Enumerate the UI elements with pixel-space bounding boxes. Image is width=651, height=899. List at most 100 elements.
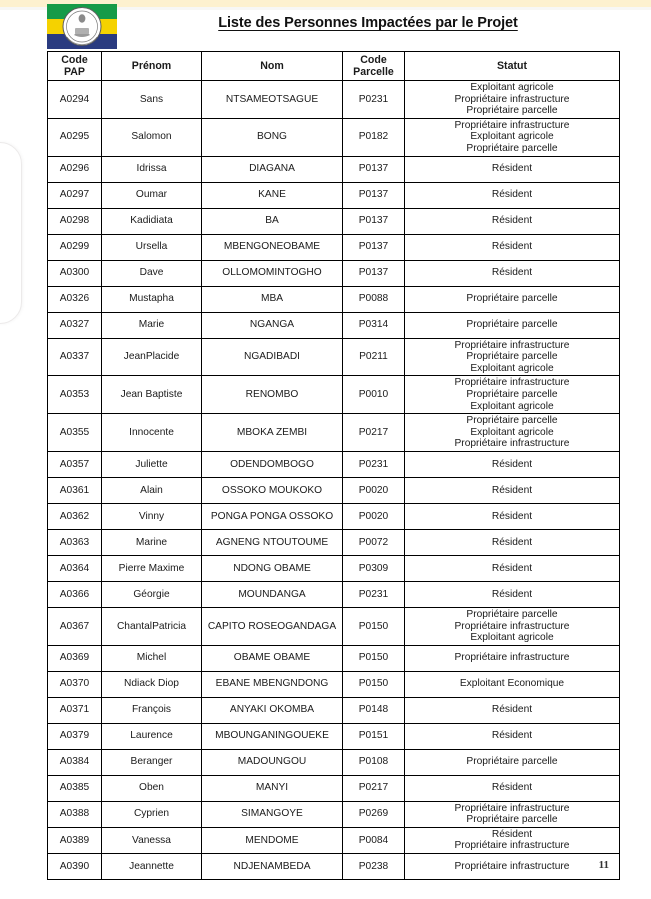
cell-statut: Résident Propriétaire infrastructure	[404, 826, 620, 855]
cell-code-parcelle: P0072	[342, 528, 405, 556]
cell-code-parcelle: P0084	[342, 826, 405, 855]
cell-code-pap: A0296	[47, 155, 102, 183]
statut-line: Exploitant agricole	[470, 426, 554, 438]
cell-code-pap: A0362	[47, 502, 102, 530]
cell-statut: Résident	[404, 207, 620, 235]
cell-nom: MBOKA ZEMBI	[201, 413, 343, 452]
cell-prenom: Alain	[101, 476, 202, 504]
cell-prenom: Géorgie	[101, 580, 202, 608]
cell-code-parcelle: P0182	[342, 117, 405, 157]
table-row: A0300 Dave OLLOMOMINTOGHO P0137 Résident	[47, 259, 620, 287]
cell-prenom: Oumar	[101, 181, 202, 209]
table-row: A0357 Juliette ODENDOMBOGO P0231 Résident	[47, 450, 620, 478]
cell-statut: Résident	[404, 774, 620, 802]
statut-line: Exploitant agricole	[470, 362, 554, 374]
cell-prenom: Vanessa	[101, 826, 202, 855]
cell-code-parcelle: P0314	[342, 311, 405, 339]
cell-nom: BA	[201, 207, 343, 235]
statut-line: Résident	[491, 241, 533, 253]
table-row: A0390 Jeannette NDJENAMBEDA P0238 Propriétai…	[47, 853, 620, 881]
cell-code-parcelle: P0150	[342, 644, 405, 672]
cell-code-pap: A0388	[47, 800, 102, 828]
statut-line: Propriétaire parcelle	[466, 351, 558, 363]
cell-prenom: Kadidiata	[101, 207, 202, 235]
cell-prenom: Sans	[101, 80, 202, 119]
statut-line: Propriétaire infrastructure	[454, 802, 570, 814]
cell-nom: RENOMBO	[201, 375, 343, 415]
cell-prenom: Salomon	[101, 117, 202, 157]
cell-code-parcelle: P0309	[342, 554, 405, 582]
column-header-code-pap-line1: Code	[61, 54, 88, 66]
table-row: A0363 Marine AGNENG NTOUTOUME P0072 Résident	[47, 528, 620, 556]
cell-statut: Résident	[404, 233, 620, 261]
cell-code-parcelle: P0150	[342, 606, 405, 646]
column-header-statut: Statut	[404, 51, 620, 81]
cell-code-pap: A0298	[47, 207, 102, 235]
cell-code-pap: A0379	[47, 722, 102, 750]
cell-statut: Propriétaire parcelle	[404, 285, 620, 313]
table-row: A0326 Mustapha MBA P0088 Propriétaire parcel…	[47, 285, 620, 313]
cell-prenom: Michel	[101, 644, 202, 672]
page-title: Liste des Personnes Impactées par le Pro…	[218, 15, 518, 31]
table-row: A0295 Salomon BONG P0182 Propriétaire infras…	[47, 117, 620, 157]
cell-statut: Exploitant Economique	[404, 670, 620, 698]
cell-code-pap: A0337	[47, 337, 102, 377]
table-row: A0355 Innocente MBOKA ZEMBI P0217 Propriétai…	[47, 413, 620, 452]
table-row: A0389 Vanessa MENDOME P0084 Résident Propriét…	[47, 826, 620, 855]
cell-nom: ODENDOMBOGO	[201, 450, 343, 478]
statut-line: Propriétaire parcelle	[466, 814, 558, 826]
cell-code-parcelle: P0217	[342, 413, 405, 452]
column-header-code-pap: Code PAP	[47, 51, 102, 81]
cell-code-pap: A0370	[47, 670, 102, 698]
cell-statut: Résident	[404, 502, 620, 530]
statut-line: Propriétaire infrastructure	[454, 377, 570, 389]
table-row: A0385 Oben MANYI P0217 Résident	[47, 774, 620, 802]
cell-nom: NTSAMEOTSAGUE	[201, 80, 343, 119]
table-row: A0362 Vinny PONGA PONGA OSSOKO P0020 Résiden…	[47, 502, 620, 530]
cell-code-pap: A0326	[47, 285, 102, 313]
cell-prenom: Idrissa	[101, 155, 202, 183]
statut-line: Exploitant agricole	[470, 82, 554, 93]
statut-line: Propriétaire parcelle	[466, 319, 558, 331]
column-header-code-pap-line2: PAP	[64, 66, 85, 78]
cell-nom: NDONG OBAME	[201, 554, 343, 582]
cell-code-parcelle: P0020	[342, 502, 405, 530]
cell-statut: Résident	[404, 554, 620, 582]
statut-line: Propriétaire parcelle	[466, 756, 558, 768]
cell-statut: Résident	[404, 696, 620, 724]
statut-line: Propriétaire infrastructure	[454, 860, 570, 872]
cell-code-parcelle: P0151	[342, 722, 405, 750]
cell-code-parcelle: P0217	[342, 774, 405, 802]
gabon-coat-of-arms-flag-icon	[47, 4, 117, 49]
cell-code-pap: A0369	[47, 644, 102, 672]
table-row: A0367 ChantalPatricia CAPITO ROSEOGANDAGA P…	[47, 606, 620, 646]
cell-nom: OLLOMOMINTOGHO	[201, 259, 343, 287]
statut-line: Résident	[491, 163, 533, 175]
cell-prenom: Juliette	[101, 450, 202, 478]
cell-prenom: Dave	[101, 259, 202, 287]
viewer-top-strip	[0, 0, 651, 7]
table-row: A0294 Sans NTSAMEOTSAGUE P0231 Exploitant ag…	[47, 80, 620, 119]
statut-line: Propriétaire parcelle	[466, 293, 558, 305]
table-row: A0297 Oumar KANE P0137 Résident	[47, 181, 620, 209]
cell-statut: Résident	[404, 181, 620, 209]
table-header: Code PAP Prénom Nom Code Parcelle Statut	[47, 51, 620, 81]
cell-nom: MENDOME	[201, 826, 343, 855]
cell-statut: Propriétaire infrastructure	[404, 644, 620, 672]
cell-statut: Propriétaire infrastructure Propriétaire …	[404, 337, 620, 377]
cell-statut: Propriétaire infrastructure Propriétaire …	[404, 375, 620, 415]
cell-code-pap: A0384	[47, 748, 102, 776]
statut-line: Propriétaire parcelle	[466, 142, 558, 154]
statut-line: Résident	[491, 730, 533, 742]
statut-line: Résident	[491, 704, 533, 716]
statut-line: Propriétaire infrastructure	[454, 840, 570, 852]
column-header-prenom: Prénom	[101, 51, 202, 81]
cell-prenom: Mustapha	[101, 285, 202, 313]
cell-code-parcelle: P0231	[342, 580, 405, 608]
cell-prenom: Marine	[101, 528, 202, 556]
cell-prenom: Cyprien	[101, 800, 202, 828]
cell-nom: MOUNDANGA	[201, 580, 343, 608]
cell-code-parcelle: P0211	[342, 337, 405, 377]
cell-code-pap: A0385	[47, 774, 102, 802]
